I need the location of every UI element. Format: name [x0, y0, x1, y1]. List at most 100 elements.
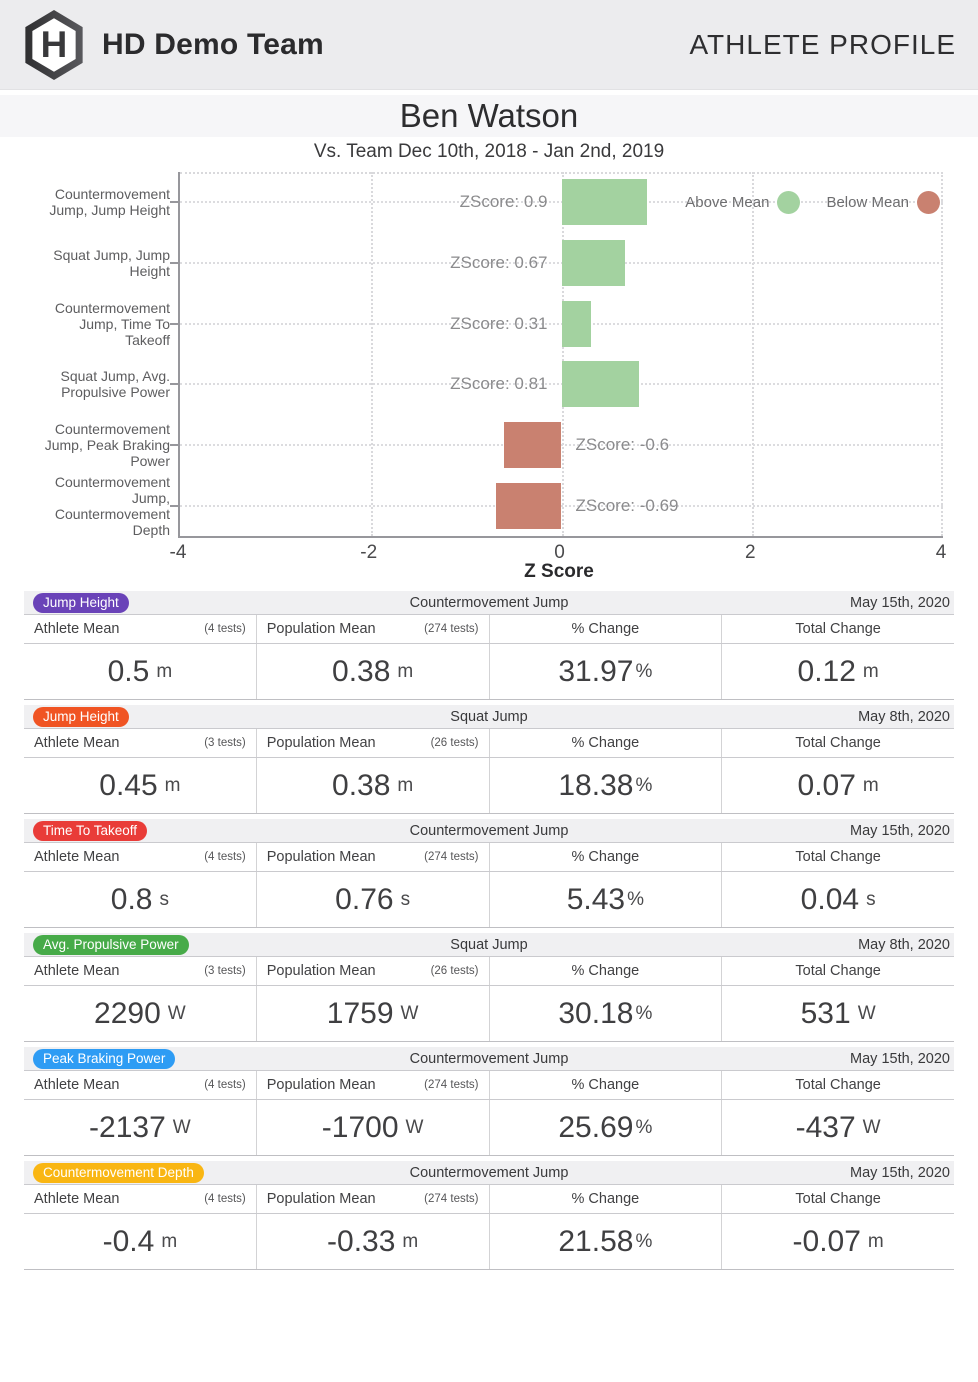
- test-type-label: Countermovement Jump: [409, 822, 569, 839]
- population-tests-count: (274 tests): [424, 623, 479, 635]
- y-tick-mark: [170, 201, 179, 204]
- athlete-tests-count: (4 tests): [204, 1193, 246, 1205]
- athlete-mean-value: 0.8 s: [24, 872, 257, 927]
- athlete-mean-value-number: -0.4: [102, 1224, 155, 1258]
- athlete-mean-value: -2137 W: [24, 1100, 257, 1155]
- column-header-row: Athlete Mean (4 tests) Population Mean (274…: [24, 843, 954, 872]
- population-mean-value-unit: W: [405, 1116, 424, 1138]
- percent-change-header: % Change: [490, 615, 723, 643]
- population-mean-value-unit: W: [400, 1002, 419, 1024]
- population-mean-value: -0.33 m: [257, 1214, 490, 1269]
- metric-table: Countermovement Depth Countermovement Jum…: [24, 1161, 954, 1270]
- zscore-bar-below-mean: [495, 482, 562, 529]
- y-tick-mark: [170, 383, 179, 386]
- athlete-mean-label: Athlete Mean: [34, 735, 120, 751]
- chart-legend: Above Mean Below Mean: [685, 191, 940, 214]
- population-mean-value: 0.38 m: [257, 644, 490, 699]
- percent-change-value: 25.69%: [490, 1100, 723, 1155]
- population-tests-count: (274 tests): [424, 1193, 479, 1205]
- athlete-mean-header: Athlete Mean (4 tests): [24, 1185, 257, 1213]
- total-change-value-number: 0.07: [797, 768, 856, 802]
- total-change-label: Total Change: [795, 849, 881, 865]
- hexagon-logo-icon: H: [25, 9, 83, 80]
- percent-change-value-unit: %: [635, 1230, 653, 1252]
- metric-header-strip: Jump Height Squat Jump May 8th, 2020: [24, 705, 954, 729]
- metric-header-strip: Jump Height Countermovement Jump May 15th,…: [24, 591, 954, 615]
- percent-change-label: % Change: [571, 849, 640, 865]
- legend-label-above-mean: Above Mean: [685, 194, 770, 211]
- total-change-value-unit: s: [866, 888, 876, 910]
- metric-header-strip: Time To Takeoff Countermovement Jump May 1…: [24, 819, 954, 843]
- zscore-bar-above-mean: [561, 300, 592, 347]
- gridline-vertical: [561, 172, 564, 536]
- athlete-mean-label: Athlete Mean: [34, 849, 120, 865]
- total-change-value: -0.07 m: [722, 1214, 954, 1269]
- column-header-row: Athlete Mean (4 tests) Population Mean (274…: [24, 1071, 954, 1100]
- percent-change-value-number: 5.43: [566, 882, 626, 916]
- test-date: May 15th, 2020: [850, 594, 950, 611]
- metric-header-strip: Countermovement Depth Countermovement Jum…: [24, 1161, 954, 1185]
- population-mean-value-number: -1700: [321, 1110, 399, 1144]
- column-header-row: Athlete Mean (4 tests) Population Mean (274…: [24, 615, 954, 644]
- total-change-value: 531 W: [722, 986, 954, 1041]
- legend-item-above-mean: Above Mean: [685, 191, 801, 214]
- x-axis-label: Z Score: [524, 561, 594, 582]
- total-change-label: Total Change: [795, 1077, 881, 1093]
- test-type-label: Countermovement Jump: [409, 1164, 569, 1181]
- population-mean-value-unit: m: [397, 660, 414, 682]
- test-date: May 15th, 2020: [850, 1164, 950, 1181]
- svg-text:H: H: [41, 24, 68, 65]
- test-type-label: Squat Jump: [450, 936, 528, 953]
- percent-change-value-number: 21.58: [558, 1224, 634, 1258]
- zscore-bar-above-mean: [561, 361, 639, 408]
- zscore-bar-above-mean: [561, 240, 626, 286]
- zscore-bar-above-mean: [561, 179, 648, 226]
- total-change-value: 0.04 s: [722, 872, 954, 927]
- athlete-mean-value-number: 0.45: [99, 768, 158, 802]
- percent-change-label: % Change: [571, 1077, 640, 1093]
- metric-badge: Time To Takeoff: [33, 820, 148, 841]
- x-tick-label: -4: [169, 542, 187, 563]
- population-mean-value: 0.76 s: [257, 872, 490, 927]
- total-change-label: Total Change: [795, 963, 881, 979]
- athlete-mean-header: Athlete Mean (4 tests): [24, 615, 257, 643]
- population-mean-value-number: 0.38: [332, 768, 391, 802]
- athlete-mean-value: 2290 W: [24, 986, 257, 1041]
- percent-change-value: 5.43%: [490, 872, 723, 927]
- total-change-value-unit: m: [862, 774, 879, 796]
- population-mean-header: Population Mean (274 tests): [257, 843, 490, 871]
- x-tick-label: 2: [744, 542, 756, 563]
- zscore-bar-label: ZScore: -0.69: [575, 495, 679, 515]
- gridline-vertical: [941, 172, 943, 536]
- athlete-mean-label: Athlete Mean: [34, 621, 120, 637]
- value-row: 0.8 s 0.76 s 5.43% 0.04 s: [24, 872, 954, 928]
- athlete-mean-header: Athlete Mean (4 tests): [24, 843, 257, 871]
- gridline-vertical: [752, 172, 755, 536]
- category-label: Squat Jump, Avg. Propulsive Power: [60, 368, 170, 401]
- value-row: -0.4 m -0.33 m 21.58% -0.07 m: [24, 1214, 954, 1270]
- test-type-label: Countermovement Jump: [409, 594, 569, 611]
- gridline-horizontal: [180, 504, 943, 507]
- zscore-bar-label: ZScore: 0.31: [450, 313, 548, 333]
- legend-item-below-mean: Below Mean: [826, 191, 940, 214]
- percent-change-label: % Change: [571, 735, 640, 751]
- percent-change-value-number: 31.97: [558, 654, 634, 688]
- percent-change-value: 30.18%: [490, 986, 723, 1041]
- test-date: May 15th, 2020: [850, 822, 950, 839]
- athlete-mean-value-unit: W: [172, 1116, 191, 1138]
- athlete-tests-count: (4 tests): [204, 1079, 246, 1091]
- population-mean-header: Population Mean (274 tests): [257, 1071, 490, 1099]
- metric-table: Jump Height Squat Jump May 8th, 2020 Athlet…: [24, 705, 954, 814]
- column-header-row: Athlete Mean (3 tests) Population Mean (26 …: [24, 729, 954, 758]
- metric-header-strip: Peak Braking Power Countermovement Jump Ma…: [24, 1047, 954, 1071]
- population-mean-value: -1700 W: [257, 1100, 490, 1155]
- total-change-header: Total Change: [722, 843, 954, 871]
- athlete-tests-count: (3 tests): [204, 737, 246, 749]
- total-change-value: 0.07 m: [722, 758, 954, 813]
- percent-change-value: 21.58%: [490, 1214, 723, 1269]
- percent-change-value-unit: %: [635, 1116, 653, 1138]
- population-mean-header: Population Mean (26 tests): [257, 729, 490, 757]
- category-label: Countermovement Jump, Time To Takeoff: [54, 299, 170, 348]
- gridline-horizontal: [180, 444, 943, 446]
- zscore-bar-below-mean: [504, 422, 562, 468]
